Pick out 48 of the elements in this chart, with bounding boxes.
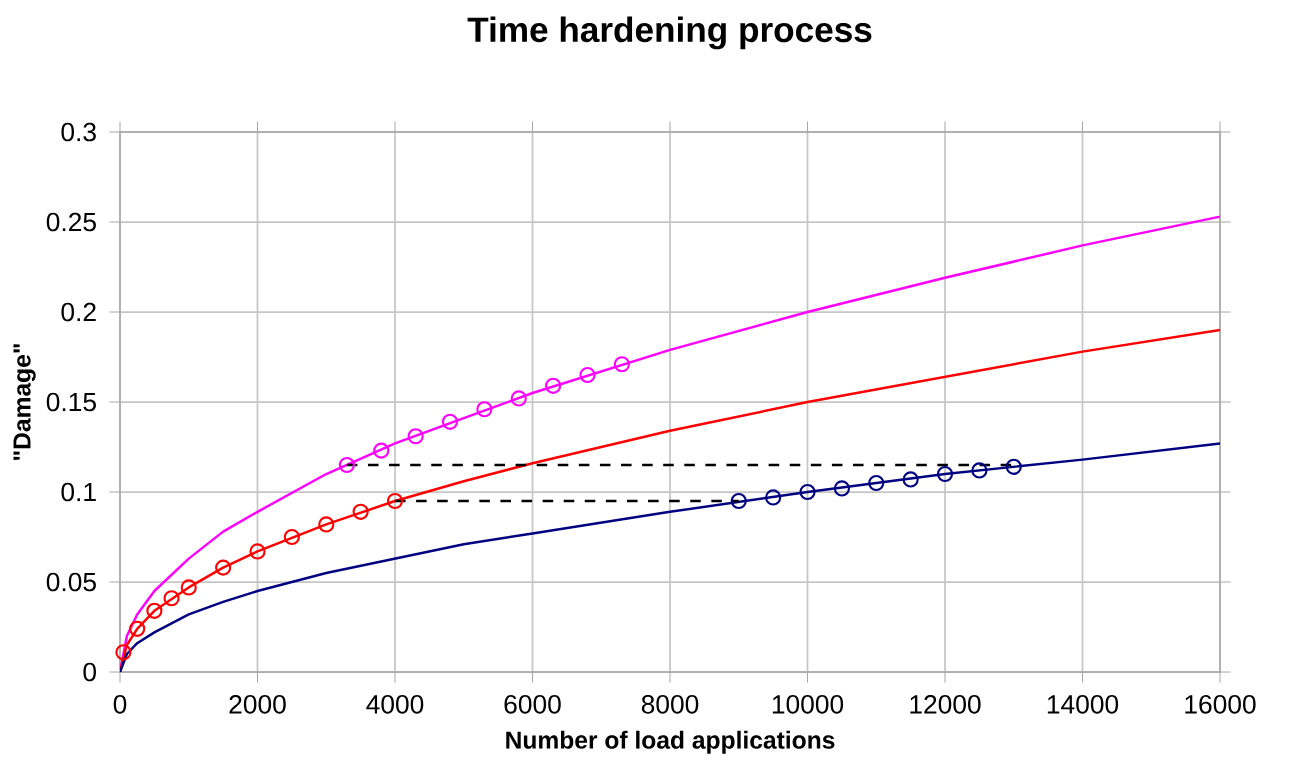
chart-title: Time hardening process <box>467 16 872 50</box>
point <box>352 503 369 520</box>
point <box>441 413 459 430</box>
point <box>613 356 630 373</box>
point <box>510 390 527 407</box>
point <box>765 489 782 506</box>
point <box>730 492 747 510</box>
x-tick-label: 12000 <box>910 694 981 714</box>
y-tick-label: 0.2 <box>61 302 96 322</box>
point <box>115 644 132 661</box>
y-tick-label: 0.1 <box>61 482 96 502</box>
point <box>180 579 197 596</box>
x-tick-label: 16000 <box>1185 694 1256 714</box>
x-tick-label: 2000 <box>229 694 286 714</box>
point <box>249 543 266 560</box>
y-tick-label: 0.3 <box>61 122 96 142</box>
point <box>579 366 596 384</box>
point <box>215 559 232 576</box>
y-tick-label: 0 <box>83 662 96 682</box>
point <box>476 401 493 418</box>
point <box>545 377 562 394</box>
point <box>163 590 180 607</box>
point <box>386 492 404 510</box>
x-tick-label: 8000 <box>641 694 699 714</box>
y-tick-label: 0.25 <box>46 212 96 232</box>
x-tick-label: 10000 <box>772 694 844 714</box>
y-tick-label: 0.05 <box>46 572 96 592</box>
point <box>868 474 885 492</box>
y-tick-label: 0.15 <box>46 392 96 412</box>
point <box>338 456 355 474</box>
point <box>971 462 988 479</box>
y-axis-title: "Damage" <box>13 344 36 460</box>
point <box>283 528 300 546</box>
point <box>1005 458 1022 475</box>
point <box>407 428 424 445</box>
x-axis-title: Number of load applications <box>506 730 835 754</box>
point <box>318 516 335 533</box>
point <box>936 465 954 483</box>
point <box>902 471 919 488</box>
x-tick-label: 14000 <box>1047 694 1119 714</box>
point <box>146 602 163 619</box>
point <box>833 480 850 497</box>
point <box>799 483 816 501</box>
point <box>373 442 390 459</box>
x-tick-label: 6000 <box>504 694 561 714</box>
x-tick-label: 4000 <box>366 694 424 714</box>
x-tick-label: 0 <box>113 694 127 714</box>
point <box>129 620 146 637</box>
